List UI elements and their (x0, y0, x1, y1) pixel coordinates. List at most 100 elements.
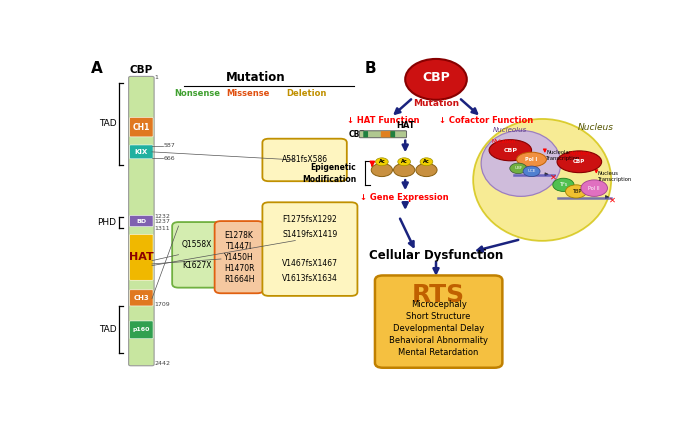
Text: Mutation: Mutation (569, 151, 590, 156)
Circle shape (566, 185, 587, 198)
Text: CBP: CBP (422, 71, 450, 84)
Text: Behavioral Abnormality: Behavioral Abnormality (389, 336, 488, 345)
Text: Mutation: Mutation (225, 71, 286, 84)
Text: H1470R: H1470R (224, 264, 254, 273)
Text: KIX: KIX (135, 149, 148, 155)
Text: CBP: CBP (503, 148, 517, 153)
Text: CBP: CBP (573, 159, 586, 164)
Text: Ac: Ac (423, 159, 429, 164)
FancyBboxPatch shape (363, 131, 368, 137)
FancyBboxPatch shape (129, 77, 154, 366)
Text: TAD: TAD (99, 325, 116, 334)
Circle shape (581, 180, 608, 196)
Text: CH1: CH1 (133, 123, 150, 132)
Text: 666: 666 (164, 156, 175, 160)
Text: F1275fsX1292: F1275fsX1292 (282, 215, 337, 224)
Text: 587: 587 (164, 143, 175, 148)
Text: Nucleus: Nucleus (577, 123, 613, 132)
Text: ↓ Gene Expression: ↓ Gene Expression (360, 193, 449, 202)
Text: Nucleolus: Nucleolus (493, 128, 527, 134)
Text: UBF: UBF (514, 166, 523, 170)
Text: Epigenetic
Modification: Epigenetic Modification (302, 163, 356, 184)
Text: Short Structure: Short Structure (406, 312, 471, 321)
Circle shape (416, 163, 437, 177)
Text: ✕: ✕ (550, 173, 558, 182)
Text: Missense: Missense (226, 89, 269, 98)
Text: A581fsX586: A581fsX586 (282, 155, 327, 164)
Text: UCE: UCE (527, 169, 536, 173)
Text: V1467fsX1467: V1467fsX1467 (282, 259, 338, 268)
Text: ↓ HAT Function: ↓ HAT Function (347, 116, 419, 125)
Text: 1: 1 (154, 75, 158, 80)
Text: Q1558X: Q1558X (182, 240, 212, 249)
Text: Cellular Dysfunction: Cellular Dysfunction (369, 249, 503, 262)
Text: Mental Retardation: Mental Retardation (399, 348, 479, 357)
Circle shape (375, 158, 388, 166)
Text: T1447I: T1447I (226, 241, 252, 250)
Circle shape (523, 166, 540, 177)
Text: Mutation: Mutation (492, 139, 516, 144)
FancyBboxPatch shape (381, 131, 393, 137)
Circle shape (371, 163, 393, 177)
Text: 1237: 1237 (154, 219, 170, 224)
Ellipse shape (516, 152, 547, 166)
Ellipse shape (481, 131, 561, 196)
Text: TBP: TBP (571, 189, 581, 194)
Text: Nucleolar
Transcription: Nucleolar Transcription (547, 150, 581, 161)
Text: 2442: 2442 (154, 361, 170, 366)
FancyBboxPatch shape (129, 235, 153, 280)
Text: TAD: TAD (99, 119, 116, 128)
FancyBboxPatch shape (390, 131, 395, 137)
FancyBboxPatch shape (262, 202, 358, 296)
Circle shape (420, 158, 433, 166)
Circle shape (393, 163, 414, 177)
Text: HAT: HAT (129, 253, 153, 262)
FancyBboxPatch shape (172, 222, 221, 288)
Circle shape (398, 158, 410, 166)
Text: CBP: CBP (349, 130, 366, 139)
FancyBboxPatch shape (129, 290, 153, 306)
FancyBboxPatch shape (360, 131, 406, 138)
Ellipse shape (473, 119, 611, 241)
Text: Microcephaly: Microcephaly (411, 300, 466, 309)
Circle shape (553, 178, 574, 191)
Text: ✕: ✕ (609, 196, 616, 205)
FancyBboxPatch shape (129, 321, 153, 339)
Text: Ac: Ac (401, 159, 408, 164)
Text: R1664H: R1664H (224, 275, 254, 284)
FancyBboxPatch shape (214, 221, 264, 293)
Text: 1709: 1709 (154, 302, 170, 307)
Text: Y1450H: Y1450H (224, 253, 254, 262)
Text: 1311: 1311 (154, 226, 170, 231)
Text: TFs: TFs (559, 182, 568, 187)
Text: p160: p160 (133, 327, 150, 332)
Text: V1613fsX1634: V1613fsX1634 (282, 274, 338, 283)
Text: Mutation: Mutation (413, 99, 459, 108)
FancyBboxPatch shape (129, 145, 153, 159)
Text: S1419fsX1419: S1419fsX1419 (282, 230, 338, 239)
Text: Pol I: Pol I (525, 157, 538, 162)
Text: HAT: HAT (396, 122, 414, 131)
FancyBboxPatch shape (375, 276, 502, 368)
Text: K1627X: K1627X (182, 261, 212, 270)
Text: 1232: 1232 (154, 214, 170, 219)
Ellipse shape (557, 151, 601, 172)
Text: Deletion: Deletion (286, 89, 326, 98)
Text: CBP: CBP (129, 65, 153, 74)
Ellipse shape (489, 140, 532, 161)
Text: Developmental Delay: Developmental Delay (393, 324, 484, 333)
Text: A: A (91, 61, 103, 76)
Circle shape (510, 163, 527, 174)
FancyBboxPatch shape (129, 117, 153, 137)
Text: Nucleus
Transcription: Nucleus Transcription (598, 171, 632, 182)
Text: B: B (364, 61, 376, 76)
Text: BD: BD (136, 219, 147, 223)
Text: Pol II: Pol II (588, 186, 600, 190)
Text: PHD: PHD (97, 218, 116, 227)
Text: CH3: CH3 (134, 295, 149, 301)
Text: ↓ Cofactor Function: ↓ Cofactor Function (439, 116, 534, 125)
Text: RTS: RTS (412, 283, 465, 307)
Text: E1278K: E1278K (225, 231, 253, 240)
FancyBboxPatch shape (262, 139, 347, 181)
FancyBboxPatch shape (129, 215, 153, 227)
